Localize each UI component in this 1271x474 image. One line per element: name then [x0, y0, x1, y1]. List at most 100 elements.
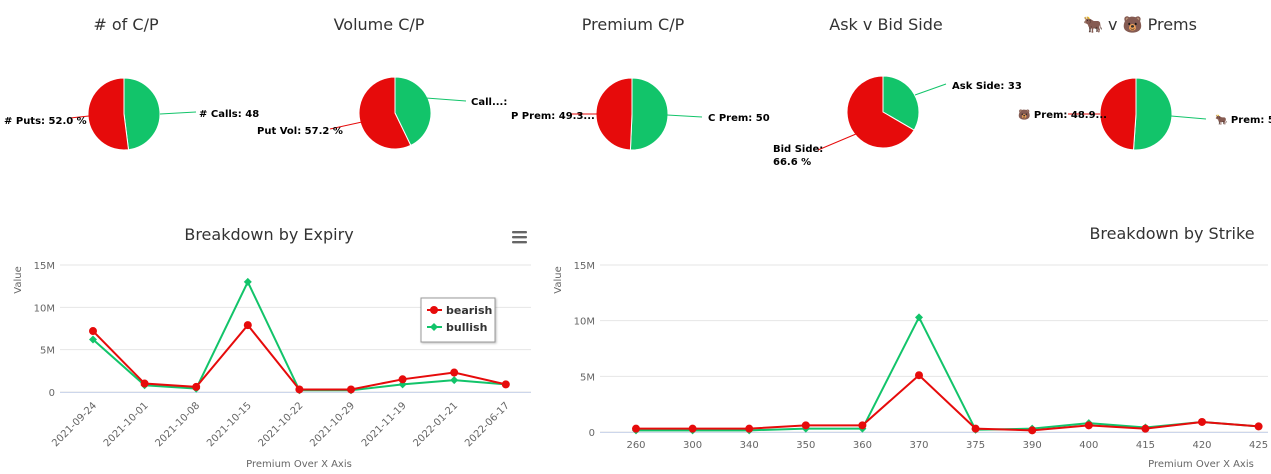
data-point-bearish [450, 368, 459, 377]
pie-label-bear-prem: 🐻 Prem: 48.9... [1018, 108, 1107, 121]
x-tick-label: 2021-10-29 [308, 400, 357, 449]
data-point-bearish [1254, 422, 1263, 431]
data-point-bearish [1198, 417, 1206, 426]
data-point-bullish [915, 313, 923, 322]
pie-label-calls: # Calls: 48 [199, 109, 259, 120]
pie-label-ask-side: Ask Side: 33 [952, 81, 1022, 92]
y-tick-label: 5M [40, 346, 55, 357]
y-tick-label: 5M [580, 372, 595, 383]
series-line-bullish [636, 315, 1259, 432]
pie-title-volume: Volume C/P [334, 15, 425, 34]
pie-connector-bullish [914, 83, 947, 96]
pie-slice-bearish [595, 77, 633, 151]
data-point-bearish [501, 380, 510, 389]
pie-slice-bullish [394, 76, 432, 147]
pie-connector-bearish [69, 115, 90, 119]
x-tick-label: 2021-10-08 [153, 400, 202, 449]
pie-connector-bullish [666, 114, 703, 118]
x-tick-label: 420 [1192, 440, 1211, 451]
data-point-bearish [1141, 424, 1150, 433]
pie-title-bullbear: 🐂 v 🐻 Prems [1083, 15, 1197, 34]
hamburger-menu-icon[interactable] [512, 231, 527, 244]
expiry-x-axis-title: Premium Over X Axis [246, 459, 352, 470]
x-tick-label: 2021-11-19 [360, 400, 409, 449]
x-tick-label: 300 [683, 440, 702, 451]
data-point-bearish [858, 421, 867, 430]
legend-bullish-label[interactable]: bullish [446, 321, 487, 334]
y-tick-label: 0 [49, 388, 55, 399]
expiry-legend: bearish bullish [420, 297, 496, 343]
pie-label-put-vol: Put Vol: 57.2 % [257, 126, 343, 137]
pie-label-call-vol: Call...: [471, 97, 507, 108]
x-tick-label: 415 [1136, 440, 1155, 451]
x-tick-label: 360 [853, 440, 872, 451]
pie-slice-bearish [87, 77, 130, 151]
data-point-bearish [243, 321, 252, 330]
x-tick-label: 400 [1079, 440, 1098, 451]
pie-connector-bearish [817, 133, 857, 151]
x-tick-label: 375 [966, 440, 985, 451]
strike-y-axis-title: Value [553, 266, 564, 293]
pie-label-p-prem: P Prem: 49.3... [511, 111, 595, 122]
pie-connector-bullish [159, 111, 197, 115]
x-tick-label: 2022-01-21 [411, 400, 460, 449]
pie-label-bull-prem: 🐂 Prem: 5 [1215, 114, 1271, 126]
data-point-bearish [295, 385, 304, 394]
pie-connector-bullish [1170, 115, 1207, 120]
pie-title-count: # of C/P [93, 15, 159, 34]
y-tick-label: 10M [574, 317, 595, 328]
y-tick-label: 10M [34, 303, 55, 314]
data-point-bearish [1084, 421, 1093, 430]
x-tick-label: 370 [909, 440, 928, 451]
strike-chart-title: Breakdown by Strike [1089, 224, 1254, 243]
pie-slice-bullish [123, 77, 161, 151]
pie-label-bid-side-pct: 66.6 % [773, 157, 811, 168]
y-tick-label: 15M [574, 261, 595, 272]
x-tick-label: 425 [1249, 440, 1268, 451]
pie-slice-bearish [358, 76, 412, 150]
data-point-bearish [745, 424, 754, 433]
data-point-bullish [450, 376, 459, 385]
pie-slice-bullish [1132, 77, 1173, 151]
x-tick-label: 2021-10-22 [257, 400, 306, 449]
pie-charts [69, 75, 1207, 151]
pie-title-premium: Premium C/P [582, 15, 685, 34]
data-point-bearish [801, 421, 810, 430]
data-point-bearish [971, 424, 980, 433]
data-point-bearish [688, 424, 697, 433]
expiry-chart-title: Breakdown by Expiry [184, 225, 353, 244]
pie-label-bid-side: Bid Side: [773, 144, 823, 155]
data-point-bearish [140, 379, 149, 388]
data-point-bearish [89, 327, 97, 336]
x-tick-label: 390 [1023, 440, 1042, 451]
series-line-bearish [636, 373, 1259, 432]
data-point-bearish [347, 385, 355, 394]
pie-slice-bullish [629, 77, 669, 151]
pie-label-c-prem: C Prem: 50 [708, 113, 770, 124]
data-point-bearish [632, 424, 640, 433]
legend-bullish-marker [430, 323, 438, 331]
pie-slice-bearish [1099, 77, 1137, 151]
data-point-bearish [398, 375, 407, 384]
x-tick-label: 2021-10-01 [102, 400, 151, 449]
x-tick-label: 2022-06-17 [463, 400, 512, 449]
legend-bearish-marker [430, 306, 438, 314]
legend-bearish-label[interactable]: bearish [446, 304, 492, 317]
x-tick-label: 350 [796, 440, 815, 451]
pie-connector-bearish [329, 121, 363, 130]
x-tick-label: 340 [740, 440, 759, 451]
strike-x-axis-title: Premium Over X Axis [1148, 459, 1254, 470]
pie-connector-bullish [425, 97, 467, 102]
y-tick-label: 0 [589, 428, 595, 439]
data-point-bearish [192, 382, 201, 391]
data-point-bearish [1028, 426, 1037, 435]
pie-slice-bullish [882, 75, 920, 131]
x-tick-label: 2021-09-24 [50, 400, 99, 449]
strike-line-chart: 0 5M 10M 15M 260 300 340 350 360 370 375 390 400 415 4… [574, 261, 1269, 451]
pie-title-side: Ask v Bid Side [829, 15, 942, 34]
data-point-bullish [89, 335, 97, 344]
x-tick-label: 260 [626, 440, 645, 451]
expiry-y-axis-title: Value [13, 266, 24, 293]
